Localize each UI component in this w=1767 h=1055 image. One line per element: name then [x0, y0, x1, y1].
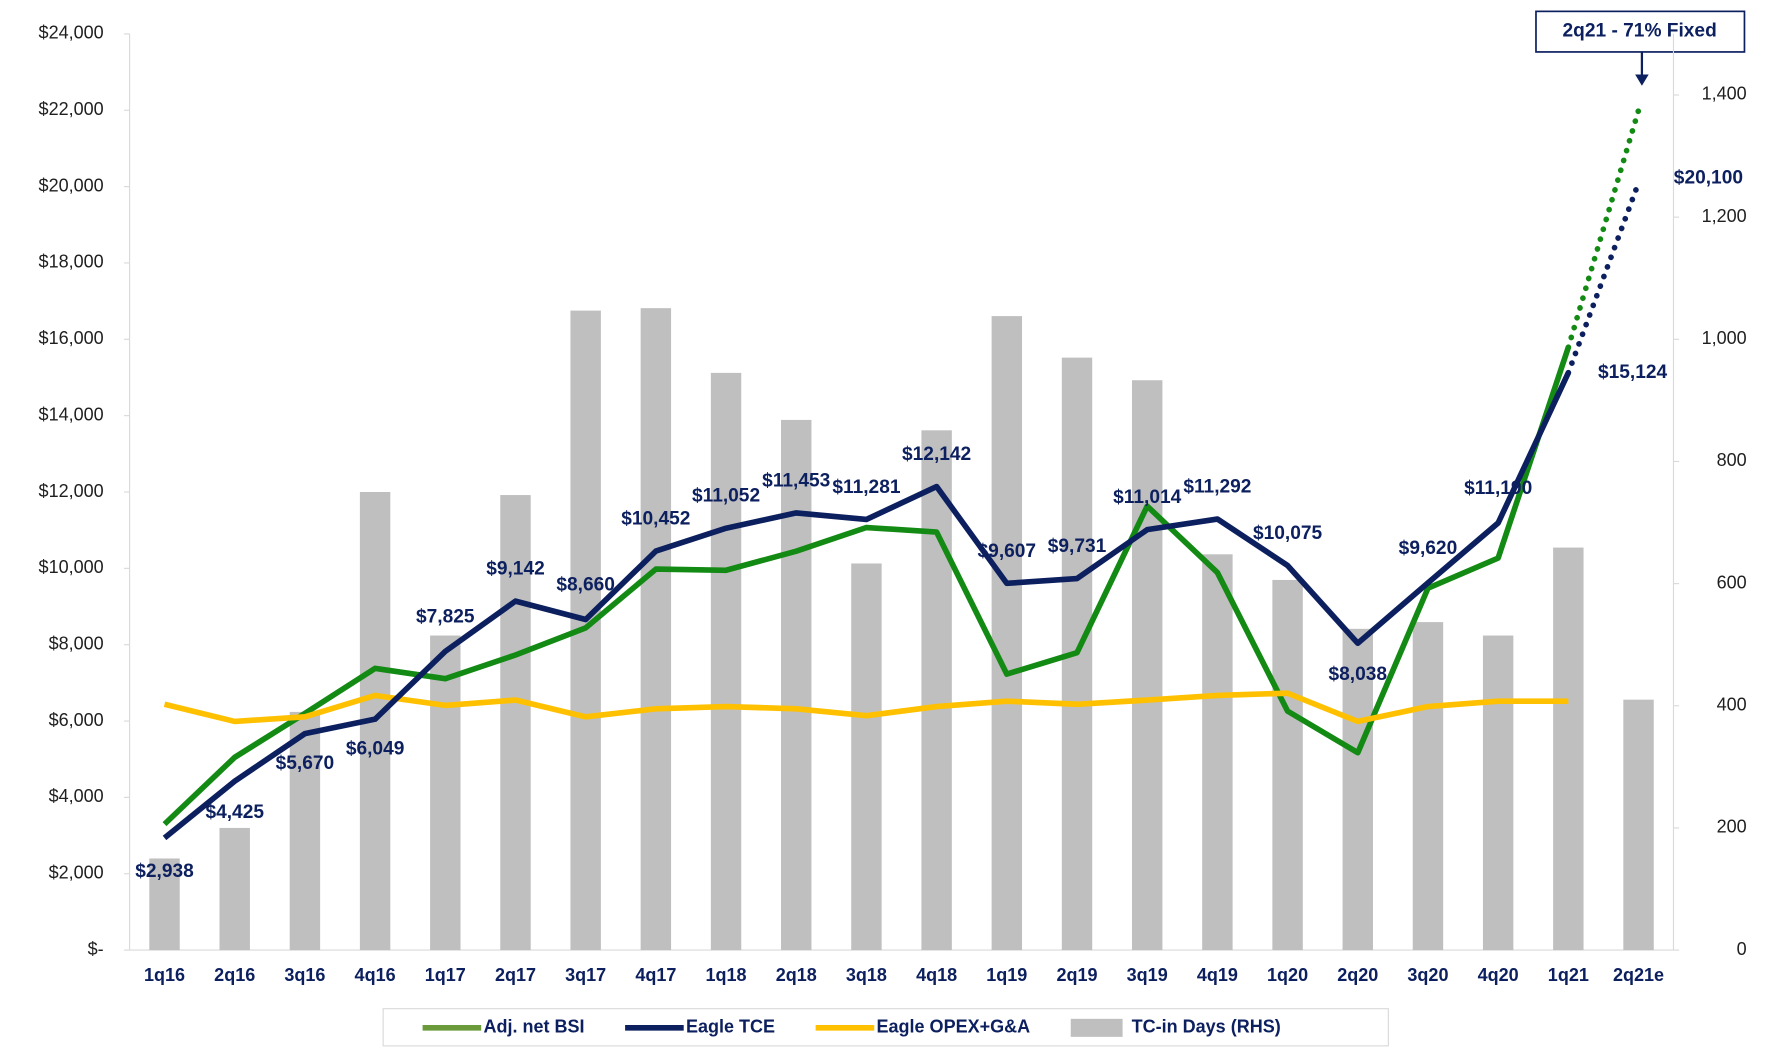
y-tick-label: $10,000	[39, 557, 104, 577]
y-tick-label: $14,000	[39, 404, 104, 424]
data-label: $10,452	[621, 509, 690, 530]
x-tick-label: 1q21	[1548, 965, 1589, 985]
bar	[991, 316, 1023, 951]
bar	[289, 711, 321, 951]
bar	[1553, 547, 1584, 951]
y-tick-label: $-	[88, 939, 104, 959]
bar	[640, 308, 672, 951]
legend-label: Eagle TCE	[686, 1017, 775, 1037]
x-tick-label: 2q20	[1337, 965, 1378, 985]
y2-tick-label: 0	[1737, 939, 1747, 959]
x-tick-label: 1q17	[425, 965, 466, 985]
bar	[1202, 554, 1233, 951]
y-tick-label: $22,000	[39, 99, 104, 119]
data-label: $2,938	[135, 861, 194, 882]
data-label: $6,049	[346, 739, 405, 760]
annotation-box	[1535, 10, 1746, 53]
bar	[1412, 622, 1444, 951]
bar	[1272, 579, 1303, 951]
x-tick-label: 1q16	[144, 965, 185, 985]
data-label: $12,142	[902, 444, 971, 465]
data-label: $8,038	[1328, 664, 1387, 685]
annotation-arrowhead	[1635, 74, 1649, 86]
bar	[1131, 380, 1163, 951]
bar	[781, 419, 812, 951]
data-label: $11,014	[1113, 487, 1181, 508]
x-tick-label: 3q20	[1407, 965, 1448, 985]
annotation: 2q21 - 71% Fixed	[1563, 21, 1717, 42]
x-tick-label: 3q18	[846, 965, 887, 985]
line	[162, 371, 1571, 841]
y-tick-label: $6,000	[49, 710, 104, 730]
data-label: $11,190	[1464, 478, 1532, 499]
x-tick-label: 2q21e	[1613, 965, 1664, 985]
y-tick-label: $12,000	[39, 481, 104, 501]
data-label: $11,453	[762, 470, 830, 491]
y2-tick-label: 400	[1717, 695, 1747, 715]
legend-label: Eagle OPEX+G&A	[876, 1017, 1030, 1037]
legend-swatch	[1070, 1018, 1123, 1037]
data-label: $9,620	[1399, 538, 1458, 559]
data-label: $4,425	[205, 802, 264, 823]
x-tick-label: 4q18	[916, 965, 957, 985]
x-tick-label: 2q17	[495, 965, 536, 985]
y-tick-label: $4,000	[49, 786, 104, 806]
y-tick-label: $8,000	[49, 633, 104, 653]
legend	[382, 1008, 1389, 1047]
bar	[219, 827, 250, 951]
y2-tick-label: 200	[1717, 817, 1747, 837]
projection-line	[1565, 107, 1642, 351]
bar	[1623, 699, 1654, 951]
bar	[1482, 635, 1514, 951]
y-tick-label: $20,000	[39, 175, 104, 195]
y-tick-label: $16,000	[39, 328, 104, 348]
data-label: $7,825	[416, 607, 475, 628]
y-tick-label: $2,000	[49, 863, 104, 883]
data-label: $15,124	[1598, 362, 1668, 383]
projection-line	[1565, 179, 1642, 376]
legend-label: TC-in Days (RHS)	[1132, 1017, 1281, 1037]
x-tick-label: 3q19	[1127, 965, 1168, 985]
y2-tick-label: 600	[1717, 572, 1747, 592]
bar	[1342, 628, 1373, 951]
bar	[430, 635, 461, 951]
data-label: $20,100	[1674, 167, 1743, 188]
data-label: $11,292	[1183, 477, 1251, 498]
y2-tick-label: 1,000	[1702, 328, 1747, 348]
data-label: $9,607	[978, 541, 1037, 562]
y-tick-label: $18,000	[39, 252, 104, 272]
x-tick-label: 4q17	[635, 965, 676, 985]
data-label: $9,731	[1048, 536, 1107, 557]
x-tick-label: 4q16	[355, 965, 396, 985]
x-tick-label: 3q17	[565, 965, 606, 985]
y-tick-label: $24,000	[39, 23, 104, 43]
line	[162, 346, 1572, 827]
bar	[500, 495, 531, 951]
data-label: $10,075	[1253, 523, 1323, 544]
data-label: $9,142	[486, 559, 545, 580]
bar	[921, 430, 952, 951]
bar	[149, 858, 180, 951]
x-tick-label: 3q16	[284, 965, 325, 985]
x-tick-label: 4q19	[1197, 965, 1238, 985]
y2-tick-label: 1,400	[1702, 84, 1747, 104]
x-tick-label: 1q19	[986, 965, 1027, 985]
data-label: $5,670	[276, 753, 335, 774]
legend-label: Adj. net BSI	[483, 1017, 584, 1037]
y2-tick-label: 800	[1717, 450, 1747, 470]
x-tick-label: 2q19	[1056, 965, 1097, 985]
data-label: $11,052	[692, 486, 760, 507]
bar	[851, 563, 882, 951]
data-label: $11,281	[832, 477, 900, 498]
y2-tick-label: 1,200	[1702, 206, 1747, 226]
data-label: $8,660	[556, 575, 615, 596]
x-tick-label: 1q18	[706, 965, 747, 985]
x-tick-label: 1q20	[1267, 965, 1308, 985]
bar	[710, 372, 742, 951]
x-tick-label: 2q16	[214, 965, 255, 985]
x-tick-label: 2q18	[776, 965, 817, 985]
x-tick-label: 4q20	[1478, 965, 1519, 985]
